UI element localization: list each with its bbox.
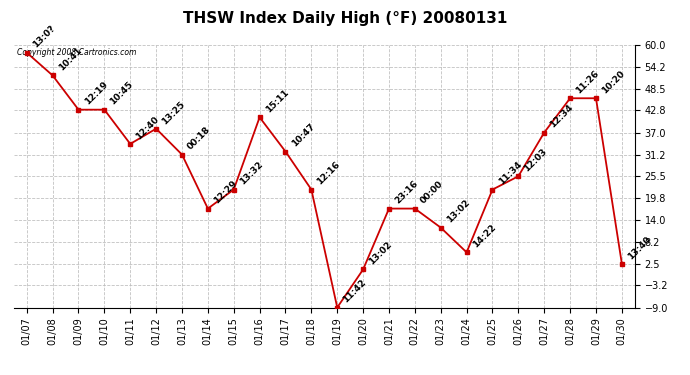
Text: 11:26: 11:26 xyxy=(574,69,601,96)
Text: 12:16: 12:16 xyxy=(315,160,342,187)
Text: THSW Index Daily High (°F) 20080131: THSW Index Daily High (°F) 20080131 xyxy=(183,11,507,26)
Text: 13:02: 13:02 xyxy=(445,198,471,225)
Text: 23:16: 23:16 xyxy=(393,179,420,206)
Text: 13:25: 13:25 xyxy=(160,99,187,126)
Text: Copyright 2008 Cartronics.com: Copyright 2008 Cartronics.com xyxy=(17,48,137,57)
Text: 13:32: 13:32 xyxy=(238,160,264,187)
Text: 10:41: 10:41 xyxy=(57,46,83,73)
Text: 13:02: 13:02 xyxy=(367,240,394,267)
Text: 13:40: 13:40 xyxy=(626,234,653,261)
Text: 11:42: 11:42 xyxy=(342,278,368,305)
Text: 15:11: 15:11 xyxy=(264,88,290,114)
Text: 10:20: 10:20 xyxy=(600,69,627,96)
Text: 00:18: 00:18 xyxy=(186,125,213,152)
Text: 12:03: 12:03 xyxy=(522,147,549,174)
Text: 11:34: 11:34 xyxy=(497,160,523,187)
Text: 12:19: 12:19 xyxy=(83,80,109,107)
Text: 13:0?: 13:0? xyxy=(31,24,57,50)
Text: 12:34: 12:34 xyxy=(549,103,575,130)
Text: 10:45: 10:45 xyxy=(108,80,135,107)
Text: 12:29: 12:29 xyxy=(212,179,239,206)
Text: 00:00: 00:00 xyxy=(419,180,445,206)
Text: 14:22: 14:22 xyxy=(471,223,497,249)
Text: 10:47: 10:47 xyxy=(290,122,316,149)
Text: 12:40: 12:40 xyxy=(135,114,161,141)
